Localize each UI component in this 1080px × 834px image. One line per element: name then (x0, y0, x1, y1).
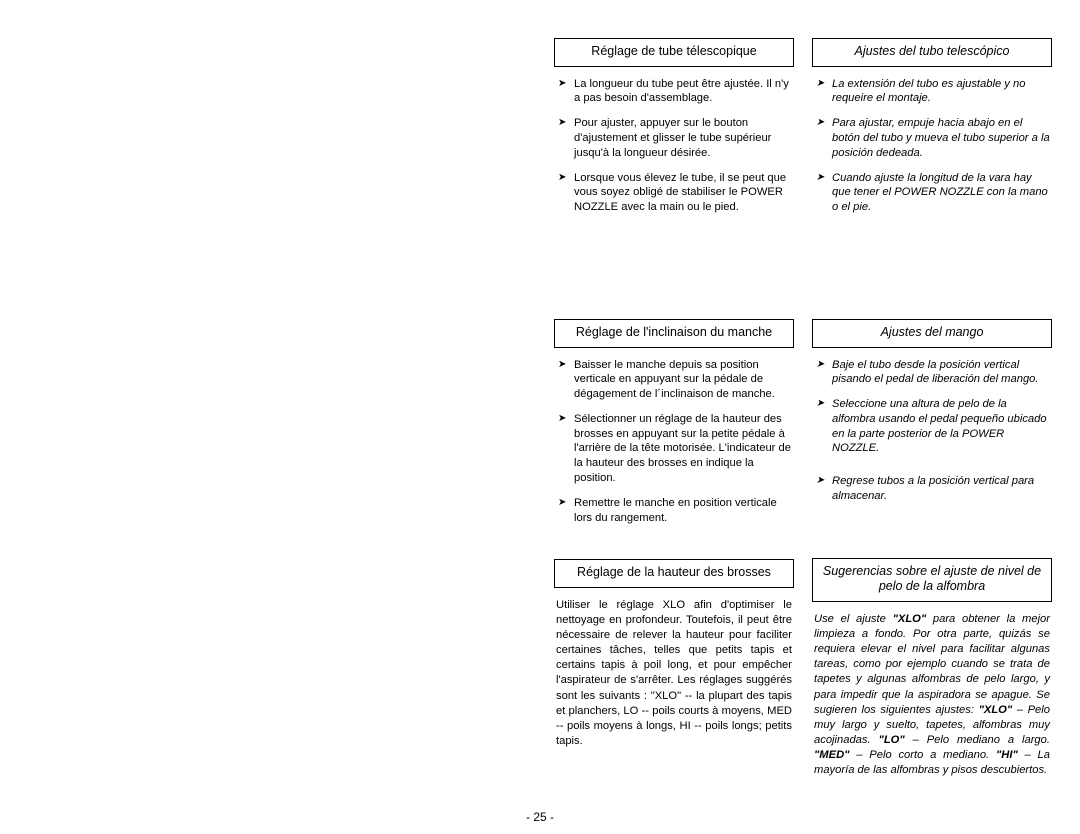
bullet-list: La longueur du tube peut être ajustée. I… (554, 77, 794, 215)
list-item: La longueur du tube peut être ajustée. I… (558, 77, 792, 107)
list-item: Cuando ajuste la longitud de la vara hay… (816, 171, 1050, 215)
list-item: Seleccione una altura de pelo de la alfo… (816, 397, 1050, 456)
section-title-fr-2: Réglage de l'inclinaison du manche (554, 319, 794, 348)
section-title-fr-3: Réglage de la hauteur des brosses (554, 559, 794, 588)
list-item: Para ajustar, empuje hacia abajo en el b… (816, 116, 1050, 160)
section-title-es-1: Ajustes del tubo telescópico (812, 38, 1052, 67)
manual-page: Réglage de tube télescopique La longueur… (0, 0, 1080, 834)
column-french: Réglage de tube télescopique La longueur… (554, 38, 794, 778)
content-area: Réglage de tube télescopique La longueur… (554, 38, 1052, 778)
bullet-list: Baisser le manche depuis sa position ver… (554, 358, 794, 526)
list-item: Baisser le manche depuis sa position ver… (558, 358, 792, 402)
bullet-list: Baje el tubo desde la posición vertical … (812, 358, 1052, 504)
bullet-list: La extensión del tubo es ajustable y no … (812, 77, 1052, 215)
column-spanish: Ajustes del tubo telescópico La extensió… (812, 38, 1052, 778)
two-columns: Réglage de tube télescopique La longueur… (554, 38, 1052, 778)
paragraph: Use el ajuste "XLO" para obtener la mejo… (812, 612, 1052, 778)
paragraph: Utiliser le réglage XLO afin d'optimiser… (554, 598, 794, 749)
section-title-fr-1: Réglage de tube télescopique (554, 38, 794, 67)
list-item: Sélectionner un réglage de la hauteur de… (558, 412, 792, 486)
list-item: Baje el tubo desde la posición vertical … (816, 358, 1050, 388)
section-title-es-3: Sugerencias sobre el ajuste de nivel de … (812, 558, 1052, 602)
list-item: Remettre le manche en position verticale… (558, 496, 792, 526)
section-title-es-2: Ajustes del mango (812, 319, 1052, 348)
list-item: Regrese tubos a la posición vertical par… (816, 474, 1050, 504)
list-item: Lorsque vous élevez le tube, il se peut … (558, 171, 792, 215)
page-number: - 25 - (0, 810, 1080, 824)
list-item: La extensión del tubo es ajustable y no … (816, 77, 1050, 107)
list-item: Pour ajuster, appuyer sur le bouton d'aj… (558, 116, 792, 160)
